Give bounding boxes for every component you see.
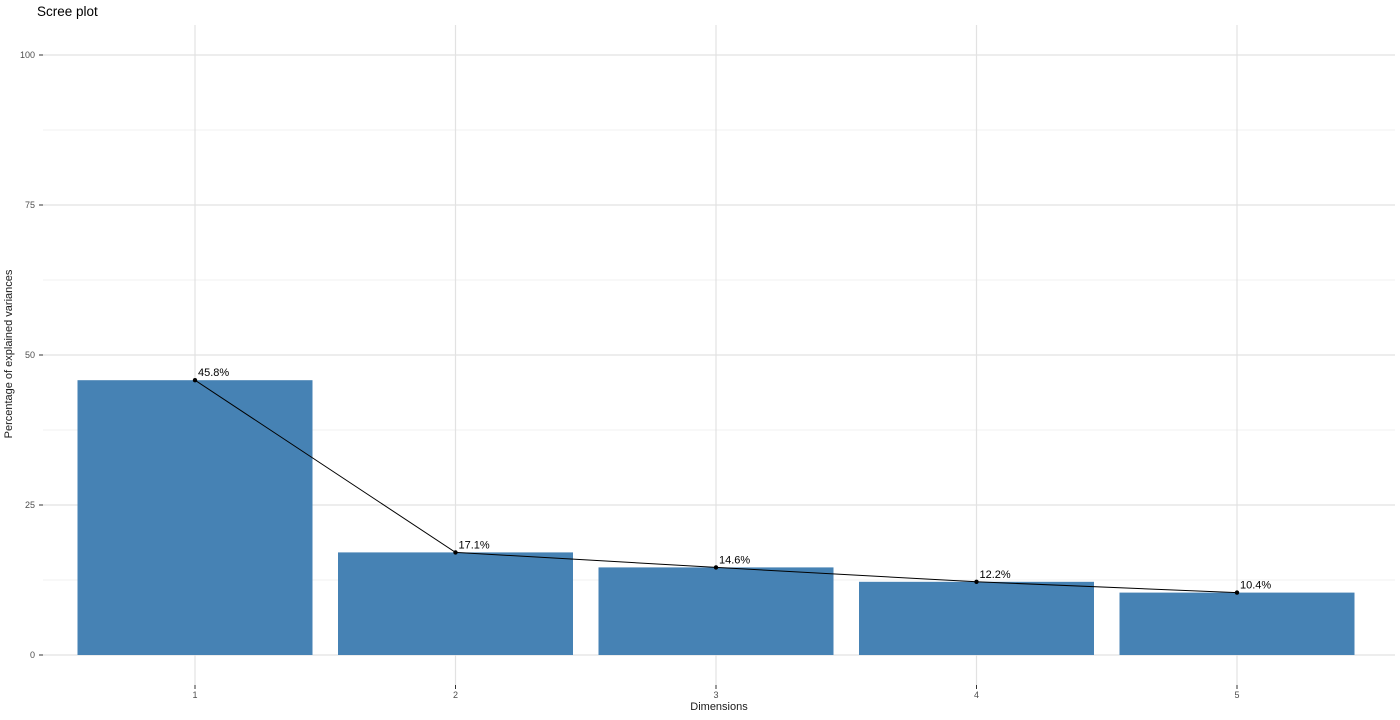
bar — [338, 552, 573, 655]
bar — [859, 581, 1094, 655]
x-tick-label: 1 — [192, 690, 197, 700]
x-tick-label: 3 — [713, 690, 718, 700]
bar — [1119, 592, 1355, 655]
data-point — [192, 378, 198, 383]
value-label: 12.2% — [980, 569, 1011, 581]
y-tick-label: 100 — [20, 50, 35, 60]
data-point — [713, 565, 719, 570]
x-tick-label: 4 — [974, 690, 979, 700]
y-axis-title-text: Percentage of explained variances — [3, 269, 15, 439]
bar — [77, 380, 313, 655]
value-label: 17.1% — [459, 539, 490, 551]
data-point — [1234, 590, 1240, 595]
value-label: 14.6% — [719, 554, 750, 566]
x-tick-label: 5 — [1234, 690, 1239, 700]
bar — [598, 567, 834, 655]
y-tick-label: 50 — [25, 350, 35, 360]
value-label: 45.8% — [198, 367, 229, 379]
y-tick-label: 75 — [25, 200, 35, 210]
plot-title: Scree plot — [37, 4, 98, 19]
data-point — [974, 579, 979, 584]
data-point — [453, 550, 458, 555]
value-label: 10.4% — [1240, 580, 1271, 592]
x-axis-title: Dimensions — [690, 701, 748, 713]
x-tick-label: 2 — [453, 690, 458, 700]
y-tick-label: 25 — [25, 500, 35, 510]
y-tick-label: 0 — [30, 650, 35, 660]
